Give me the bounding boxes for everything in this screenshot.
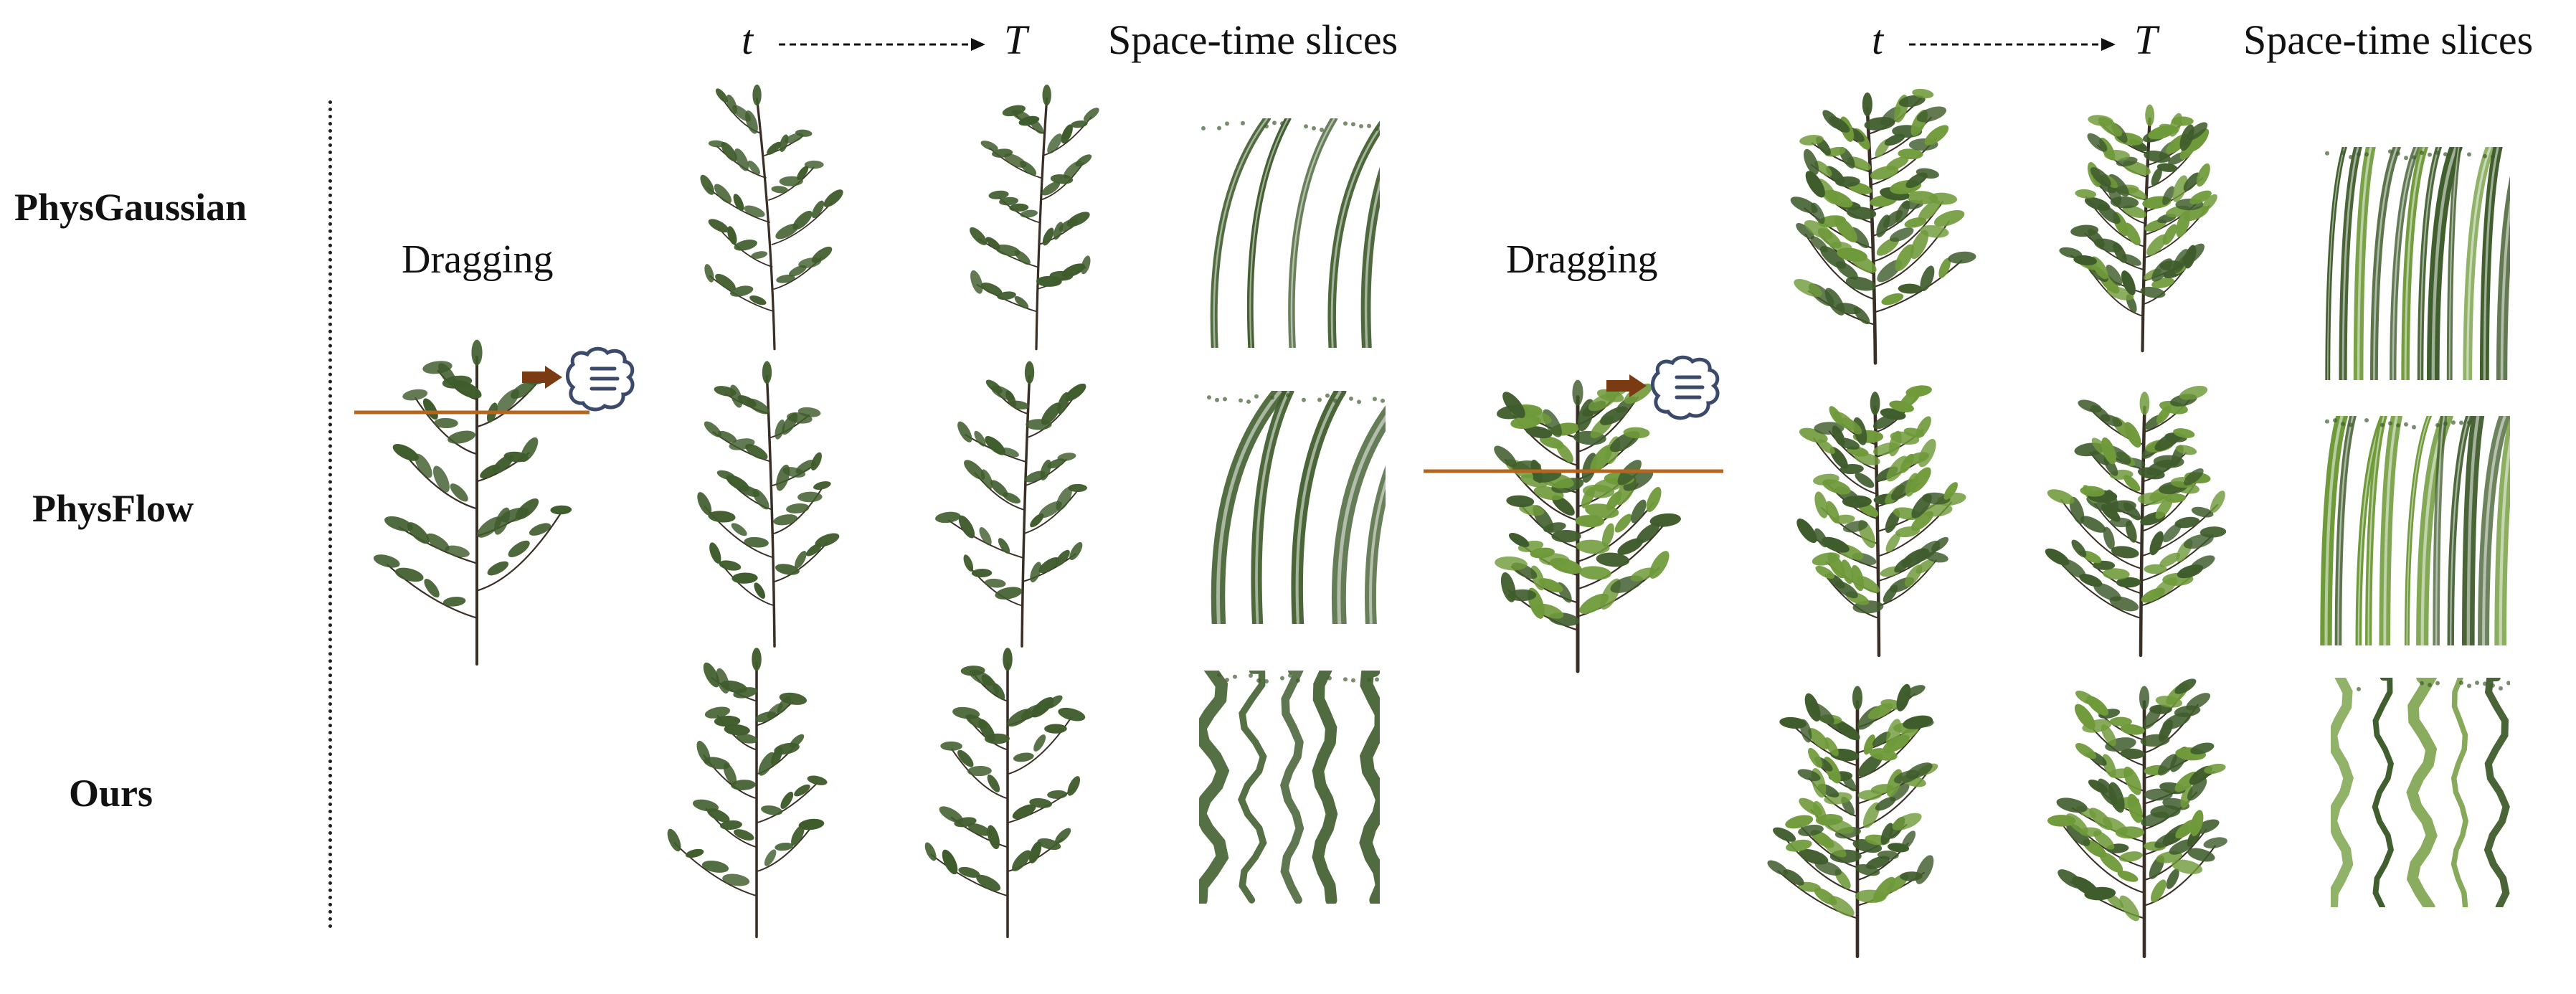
right-drag-arrow-icon [1606, 374, 1647, 397]
left-physgaussian-frame-t [700, 84, 843, 351]
left-ours-frame-T [924, 648, 1086, 939]
right-physgaussian-slice [2325, 147, 2510, 380]
left-physflow-slice [1207, 391, 1386, 624]
left-physgaussian-frame-T [970, 84, 1099, 351]
row-label-physflow: PhysFlow [32, 487, 194, 530]
right-drag-line [1424, 469, 1723, 473]
left-dragging-label: Dragging [402, 237, 554, 282]
right-physflow-slice [2320, 416, 2510, 645]
left-ours-slice [1199, 671, 1380, 904]
right-physgaussian-frame-t [1790, 88, 1976, 365]
right-hand-icon [1651, 355, 1720, 420]
left-time-arrow-icon [779, 38, 985, 51]
right-slices-label: Space-time slices [2243, 16, 2534, 63]
right-ours-slice [2331, 678, 2510, 907]
left-input-plant [373, 339, 572, 666]
right-physflow-frame-T [2045, 385, 2227, 658]
left-physflow-frame-T [935, 361, 1087, 648]
left-ours-frame-t [667, 648, 828, 939]
right-dragging-label: Dragging [1506, 237, 1658, 282]
left-drag-line [354, 410, 589, 415]
right-physflow-frame-t [1796, 385, 1966, 658]
right-t-label: t [1872, 16, 1884, 63]
left-t-label: t [742, 16, 754, 63]
right-ours-frame-T [2047, 678, 2227, 959]
right-ours-frame-t [1767, 683, 1938, 959]
right-physgaussian-frame-T [2059, 104, 2217, 353]
row-label-physgaussian: PhysGaussian [14, 186, 247, 229]
left-physgaussian-slice [1201, 118, 1380, 348]
row-label-ours: Ours [69, 772, 153, 815]
dotted-divider [328, 100, 332, 929]
left-drag-arrow-icon [522, 366, 562, 389]
right-T-label: T [2134, 16, 2158, 63]
left-hand-icon [566, 346, 635, 412]
right-time-arrow-icon [1909, 38, 2116, 51]
left-physflow-frame-t [697, 361, 840, 648]
left-T-label: T [1004, 16, 1028, 63]
left-slices-label: Space-time slices [1108, 16, 1398, 63]
